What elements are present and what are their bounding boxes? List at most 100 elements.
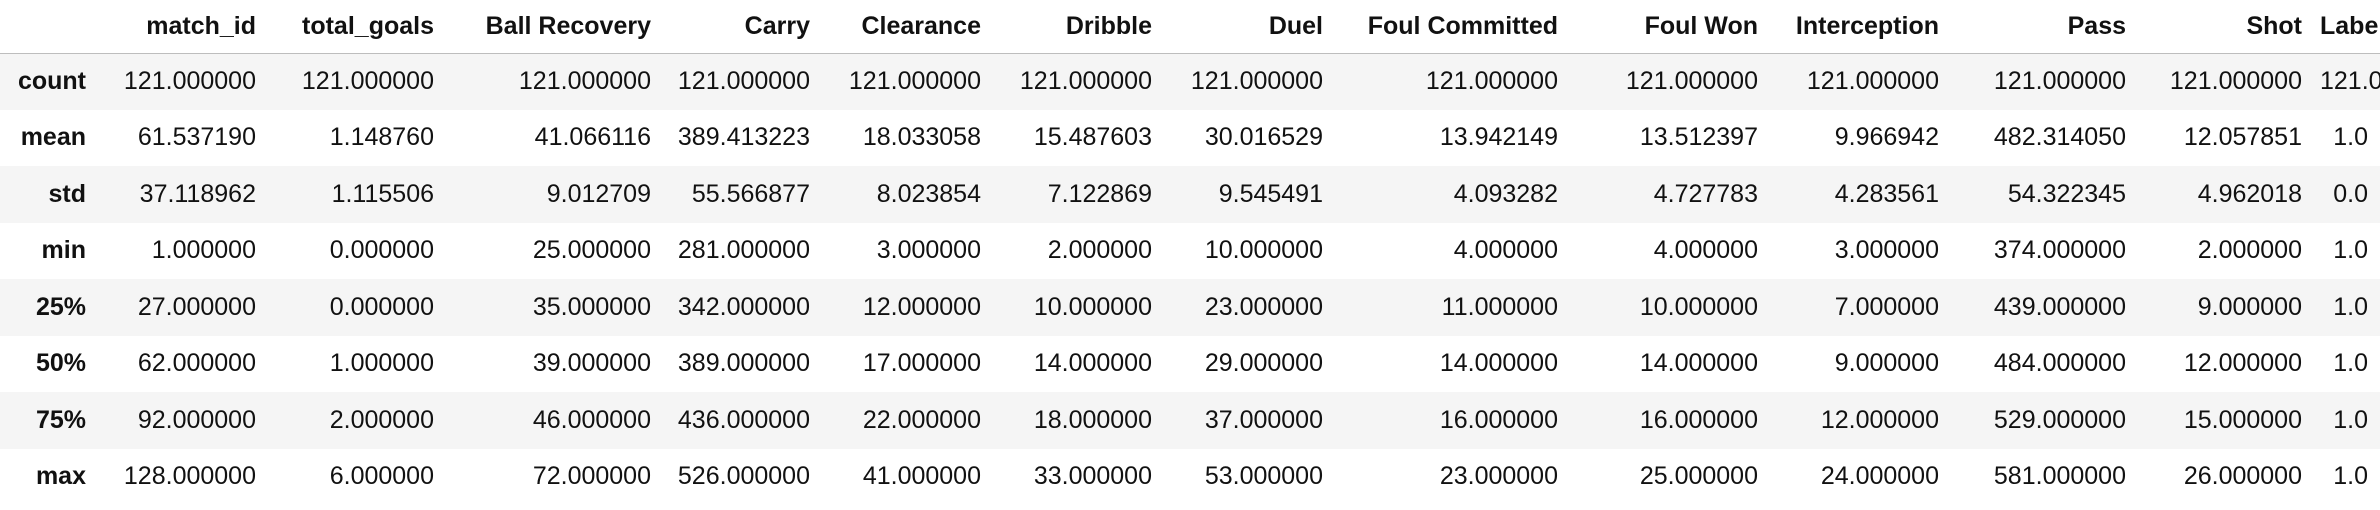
table-row: min 1.000000 0.000000 25.000000 281.000000 3.… bbox=[0, 222, 2380, 279]
table-cell: 1.000000 bbox=[151, 236, 256, 265]
table-cell: 24.000000 bbox=[1820, 462, 1939, 491]
table-cell: 18.033058 bbox=[862, 123, 981, 152]
table-cell: 18.000000 bbox=[1033, 405, 1152, 434]
table-cell: 25.000000 bbox=[1639, 462, 1758, 491]
table-cell: 1.0 bbox=[2333, 123, 2368, 152]
table-cell: 482.314050 bbox=[1993, 123, 2126, 152]
table-cell: 23.000000 bbox=[1204, 292, 1323, 321]
table-cell: 41.000000 bbox=[862, 462, 981, 491]
table-cell: 128.000000 bbox=[123, 462, 256, 491]
table-cell: 37.118962 bbox=[139, 179, 256, 208]
row-index-label: 75% bbox=[35, 405, 86, 434]
table-row: 75% 92.000000 2.000000 46.000000 436.000000 2… bbox=[0, 392, 2380, 449]
row-index-label: mean bbox=[20, 123, 86, 152]
table-row: std 37.118962 1.115506 9.012709 55.566877 8.0… bbox=[0, 166, 2380, 223]
table-cell: 39.000000 bbox=[532, 349, 651, 378]
table-cell: 121.000000 bbox=[301, 67, 434, 95]
column-header-labels: Labels bbox=[2314, 0, 2380, 54]
table-cell: 0.000000 bbox=[329, 236, 434, 265]
table-cell: 9.000000 bbox=[1834, 349, 1939, 378]
column-header-carry: Carry bbox=[663, 0, 822, 54]
column-header-foul-won: Foul Won bbox=[1570, 0, 1770, 54]
table-cell: 16.000000 bbox=[1439, 405, 1558, 434]
table-cell: 121.000000 bbox=[1190, 67, 1323, 95]
table-cell: 41.066116 bbox=[534, 123, 651, 152]
table-cell: 10.000000 bbox=[1204, 236, 1323, 265]
table-cell: 12.057851 bbox=[2183, 123, 2302, 152]
table-cell: 439.000000 bbox=[1993, 292, 2126, 321]
table-cell: 35.000000 bbox=[532, 292, 651, 321]
table-cell: 1.0 bbox=[2333, 349, 2368, 378]
column-header-clearance: Clearance bbox=[822, 0, 993, 54]
table-cell: 281.000000 bbox=[677, 236, 810, 265]
table-row: count 121.000000 121.000000 121.000000 121.0… bbox=[0, 53, 2380, 110]
table-cell: 0.000000 bbox=[329, 292, 434, 321]
table-cell: 9.012709 bbox=[546, 179, 651, 208]
table-body: count 121.000000 121.000000 121.000000 121.0… bbox=[0, 53, 2380, 505]
table-cell: 121.000000 bbox=[2169, 67, 2302, 95]
column-header-dribble: Dribble bbox=[993, 0, 1164, 54]
table-cell: 11.000000 bbox=[1441, 292, 1558, 321]
row-index-label: 25% bbox=[35, 292, 86, 321]
table-cell: 581.000000 bbox=[1993, 462, 2126, 491]
table-cell: 526.000000 bbox=[677, 462, 810, 491]
table-cell: 25.000000 bbox=[532, 236, 651, 265]
table-cell: 2.000000 bbox=[1047, 236, 1152, 265]
column-header-ball-recovery: Ball Recovery bbox=[446, 0, 663, 54]
table-cell: 6.000000 bbox=[329, 462, 434, 491]
table-cell: 7.000000 bbox=[1834, 292, 1939, 321]
column-header-shot: Shot bbox=[2138, 0, 2314, 54]
table-cell: 121.000000 bbox=[123, 67, 256, 95]
table-row: mean 61.537190 1.148760 41.066116 389.413223… bbox=[0, 109, 2380, 166]
table-cell: 484.000000 bbox=[1993, 349, 2126, 378]
row-index-label: max bbox=[35, 462, 86, 491]
column-header-pass: Pass bbox=[1951, 0, 2138, 54]
table-cell: 2.000000 bbox=[329, 405, 434, 434]
table-cell: 12.000000 bbox=[2183, 349, 2302, 378]
column-header-interception: Interception bbox=[1770, 0, 1951, 54]
table-cell: 9.966942 bbox=[1834, 123, 1939, 152]
column-header-foul-committed: Foul Committed bbox=[1335, 0, 1570, 54]
table-cell: 22.000000 bbox=[862, 405, 981, 434]
table-cell: 9.545491 bbox=[1218, 179, 1323, 208]
table-cell: 1.0 bbox=[2333, 462, 2368, 491]
table-cell: 92.000000 bbox=[137, 405, 256, 434]
column-header-match-id: match_id bbox=[98, 0, 268, 54]
table-cell: 4.000000 bbox=[1653, 236, 1758, 265]
table-cell: 15.487603 bbox=[1033, 123, 1152, 152]
table-cell: 1.0 bbox=[2333, 236, 2368, 265]
table-cell: 29.000000 bbox=[1204, 349, 1323, 378]
table-row: 50% 62.000000 1.000000 39.000000 389.000000 1… bbox=[0, 335, 2380, 392]
table-cell: 1.0 bbox=[2333, 405, 2368, 434]
table-cell: 46.000000 bbox=[532, 405, 651, 434]
table-cell: 1.115506 bbox=[331, 179, 434, 208]
table-cell: 121.000000 bbox=[518, 67, 651, 95]
table-cell: 10.000000 bbox=[1639, 292, 1758, 321]
table-cell: 16.000000 bbox=[1639, 405, 1758, 434]
table-cell: 7.122869 bbox=[1047, 179, 1152, 208]
row-index-label: std bbox=[48, 179, 87, 208]
table-cell: 3.000000 bbox=[876, 236, 981, 265]
table-cell: 389.000000 bbox=[677, 349, 810, 378]
table-cell: 4.283561 bbox=[1834, 179, 1939, 208]
column-header-duel: Duel bbox=[1164, 0, 1335, 54]
table-cell: 37.000000 bbox=[1204, 405, 1323, 434]
table-cell: 30.016529 bbox=[1204, 123, 1323, 152]
table-row: 25% 27.000000 0.000000 35.000000 342.000000 1… bbox=[0, 279, 2380, 336]
table-cell: 14.000000 bbox=[1033, 349, 1152, 378]
table-cell: 529.000000 bbox=[1993, 405, 2126, 434]
table-cell: 121.000000 bbox=[1806, 67, 1939, 95]
table-cell: 17.000000 bbox=[862, 349, 981, 378]
table-cell: 12.000000 bbox=[1820, 405, 1939, 434]
table-cell: 10.000000 bbox=[1033, 292, 1152, 321]
table-cell: 121.0 bbox=[2320, 67, 2380, 95]
column-header-total-goals: total_goals bbox=[268, 0, 446, 54]
table-cell: 13.512397 bbox=[1639, 123, 1758, 152]
table-cell: 121.000000 bbox=[1625, 67, 1758, 95]
table-cell: 14.000000 bbox=[1439, 349, 1558, 378]
row-index-label: min bbox=[41, 236, 86, 265]
table-cell: 33.000000 bbox=[1033, 462, 1152, 491]
table-cell: 8.023854 bbox=[876, 179, 981, 208]
